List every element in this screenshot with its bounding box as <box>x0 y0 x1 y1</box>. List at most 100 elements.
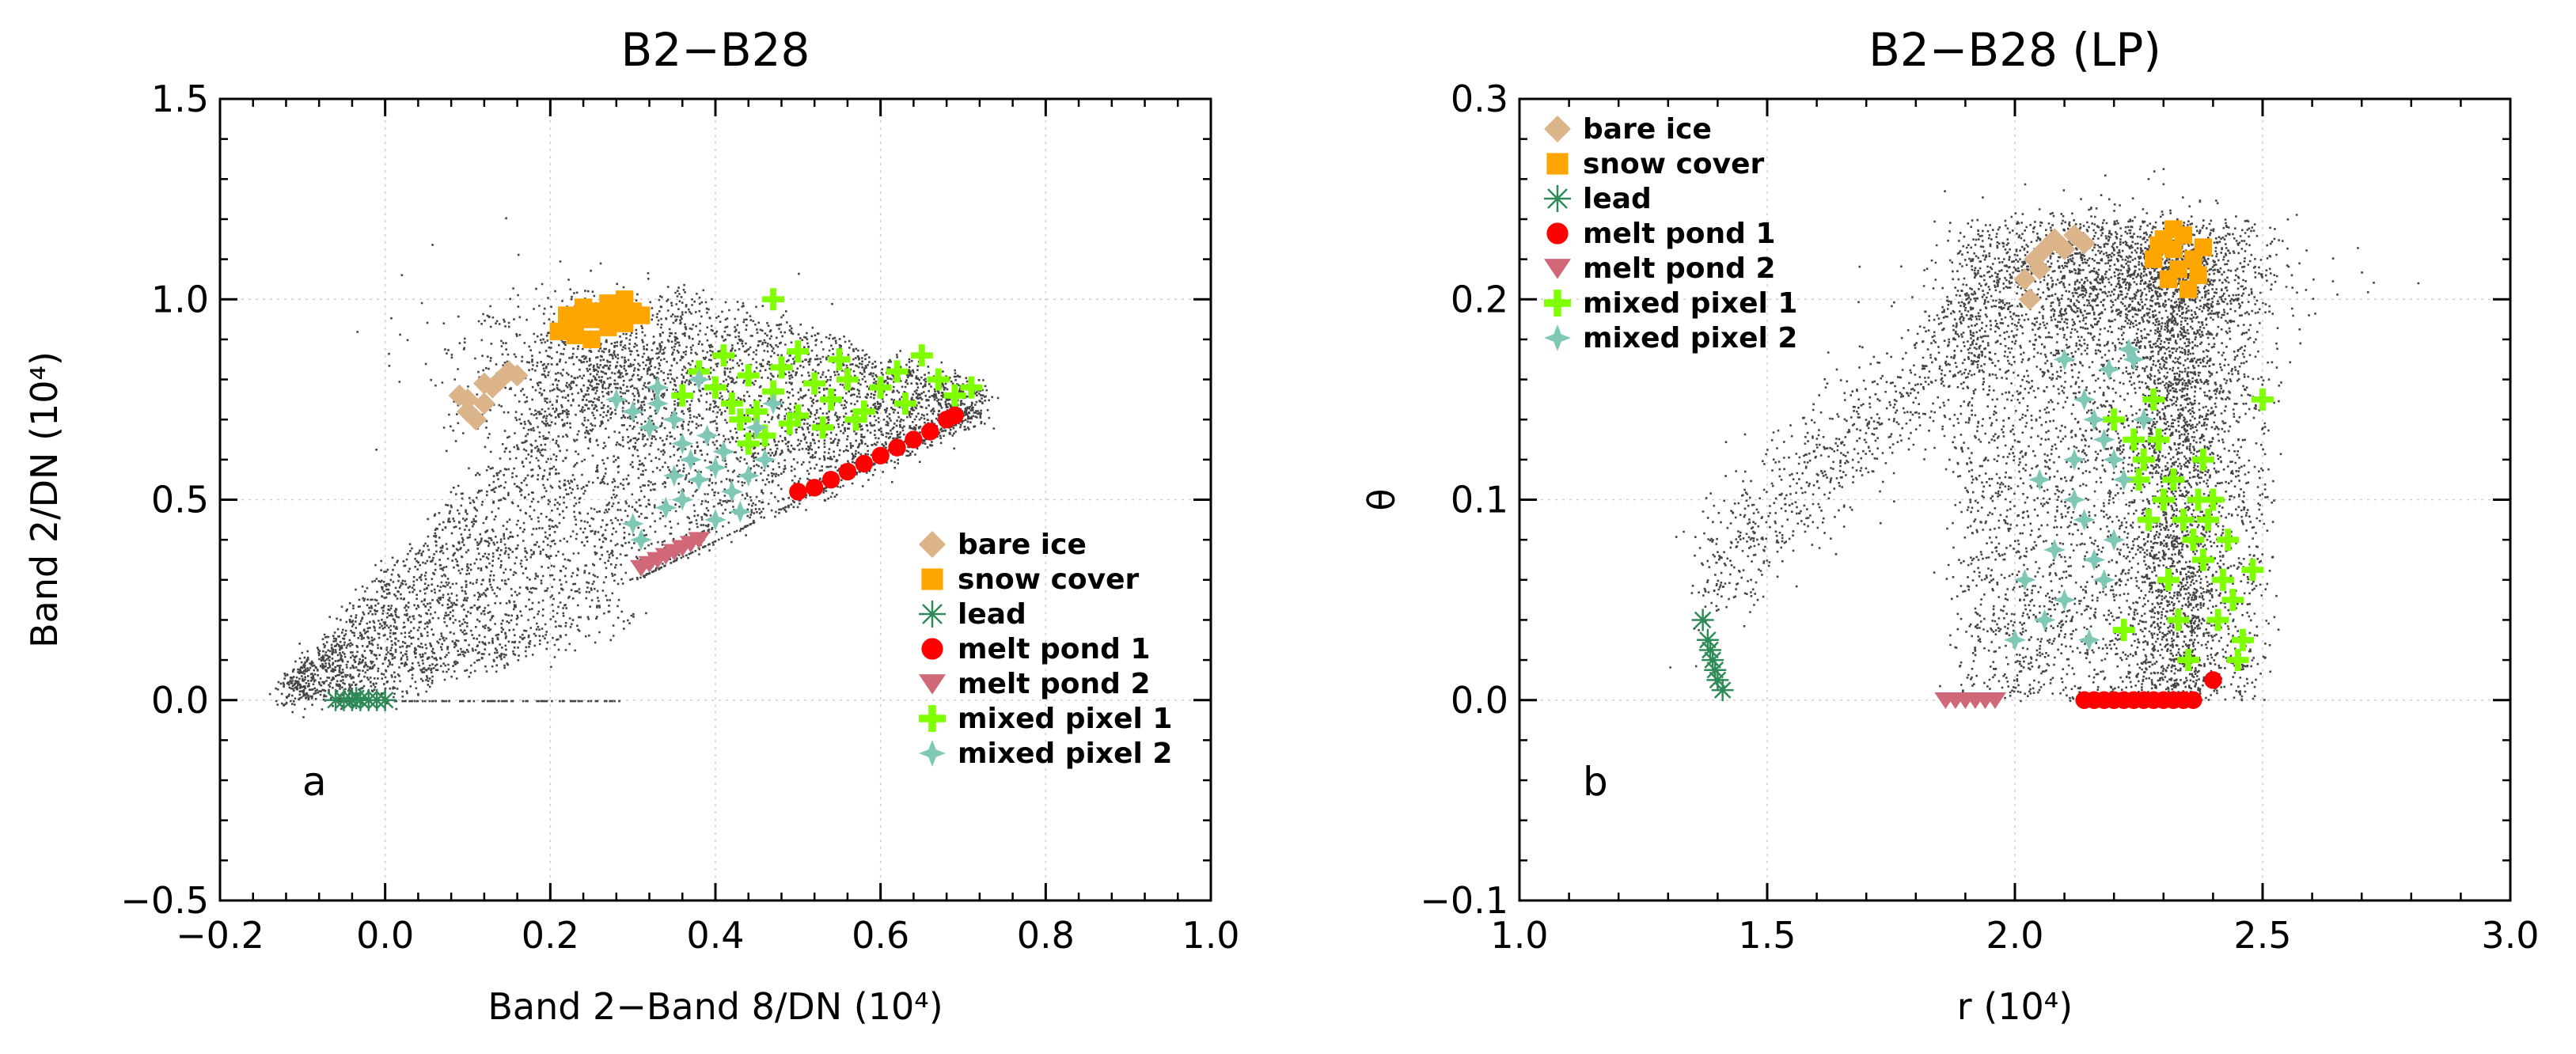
data-point <box>2043 538 2066 561</box>
data-point <box>2231 628 2254 651</box>
data-point <box>671 488 694 511</box>
data-point <box>2167 609 2190 631</box>
legend-marker <box>1546 153 1569 175</box>
data-point <box>2177 649 2200 672</box>
legend-label: melt pond 1 <box>1583 218 1776 250</box>
legend-item: mixed pixel 2 <box>1544 322 1797 354</box>
data-point <box>2179 280 2198 298</box>
data-point <box>2145 250 2163 268</box>
data-point <box>616 314 634 332</box>
data-point <box>2063 448 2086 471</box>
x-tick-label: 1.5 <box>1738 914 1796 957</box>
data-point <box>712 344 735 367</box>
data-point <box>2226 649 2249 672</box>
data-point <box>2123 428 2145 451</box>
series-bare-ice <box>448 360 529 431</box>
data-point <box>605 388 628 411</box>
data-point <box>2162 468 2185 491</box>
data-point <box>2053 589 2076 612</box>
data-point <box>704 376 727 399</box>
legend-item: mixed pixel 1 <box>1544 287 1797 320</box>
data-point <box>2097 358 2120 381</box>
data-point <box>737 364 760 387</box>
data-point <box>2157 568 2180 591</box>
data-point <box>921 423 939 441</box>
data-point <box>753 424 776 447</box>
data-point <box>828 348 851 371</box>
data-point <box>1711 679 1734 702</box>
data-point <box>2132 408 2155 431</box>
data-point <box>2063 488 2086 511</box>
data-point <box>2182 529 2205 552</box>
data-point <box>671 384 694 407</box>
legend-item: melt pond 2 <box>919 668 1151 700</box>
data-point <box>599 318 617 336</box>
legend-marker <box>921 568 943 590</box>
legend-item: bare ice <box>919 529 1087 561</box>
data-point <box>762 380 785 403</box>
x-tick-label: 0.2 <box>522 914 579 957</box>
data-point <box>770 356 793 379</box>
data-point <box>778 412 801 435</box>
data-point <box>662 408 685 431</box>
data-point <box>2073 232 2096 255</box>
cloud-layer <box>268 217 1000 718</box>
legend-marker <box>919 705 946 732</box>
legend-marker <box>1544 116 1571 142</box>
x-tick-label: 0.0 <box>356 914 414 957</box>
series-layer <box>1691 220 2274 709</box>
data-point <box>762 288 785 311</box>
data-point <box>821 470 840 489</box>
data-point <box>566 326 584 345</box>
legend-marker <box>919 740 946 767</box>
x-tick-label: 1.0 <box>1490 914 1548 957</box>
data-point <box>2187 488 2210 511</box>
legend-marker <box>1544 290 1571 317</box>
data-point <box>2252 388 2274 411</box>
data-point <box>688 532 711 549</box>
series-melt-pond-1 <box>789 406 964 501</box>
y-tick-label: 1.0 <box>151 278 209 320</box>
y-tick-label: 0.0 <box>1451 679 1508 722</box>
series-bare-ice <box>2013 224 2096 311</box>
data-point <box>762 392 785 415</box>
y-tick-label: 0.3 <box>1451 78 1508 120</box>
data-point <box>2189 266 2207 285</box>
data-point <box>549 322 567 340</box>
series-layer <box>324 288 983 711</box>
data-point <box>457 388 479 411</box>
y-tick-label: −0.5 <box>120 879 209 922</box>
panel-letter: a <box>302 759 327 805</box>
data-point <box>720 480 743 503</box>
data-point <box>2164 240 2183 259</box>
data-point <box>2221 589 2244 612</box>
legend-label: snow cover <box>958 563 1140 596</box>
data-point <box>671 432 694 455</box>
panel-a: −0.2 0.0 0.2 0.4 0.6 0.8 1.0 −0.5 0.0 0.5 1.0 1.5 B… <box>23 23 1240 1028</box>
data-point <box>472 372 495 395</box>
panel-letter: b <box>1583 759 1608 805</box>
background-point-cloud <box>268 217 1000 718</box>
data-point <box>1704 658 1727 681</box>
legend-item: snow cover <box>1546 148 1765 180</box>
data-point <box>805 479 824 497</box>
data-point <box>2217 529 2240 552</box>
ticks-layer: −0.2 0.0 0.2 0.4 0.6 0.8 1.0 −0.5 0.0 0.5 1.0 1.5 <box>120 78 1239 957</box>
data-point <box>2194 238 2213 256</box>
legend-item: mixed pixel 2 <box>919 737 1172 770</box>
data-point <box>2103 408 2126 431</box>
chart-title: B2−B28 <box>621 23 810 77</box>
data-point <box>345 687 368 710</box>
y-tick-label: 1.5 <box>151 78 209 120</box>
series-mixed-pixel-2 <box>2004 338 2155 651</box>
data-point <box>2112 619 2135 642</box>
data-point <box>2028 468 2051 491</box>
data-point <box>2138 508 2161 531</box>
data-point <box>1699 639 1722 662</box>
data-point <box>745 416 768 439</box>
x-tick-label: 3.0 <box>2481 914 2539 957</box>
series-snow-cover <box>2145 220 2213 298</box>
y-tick-label: 0.0 <box>151 679 209 722</box>
